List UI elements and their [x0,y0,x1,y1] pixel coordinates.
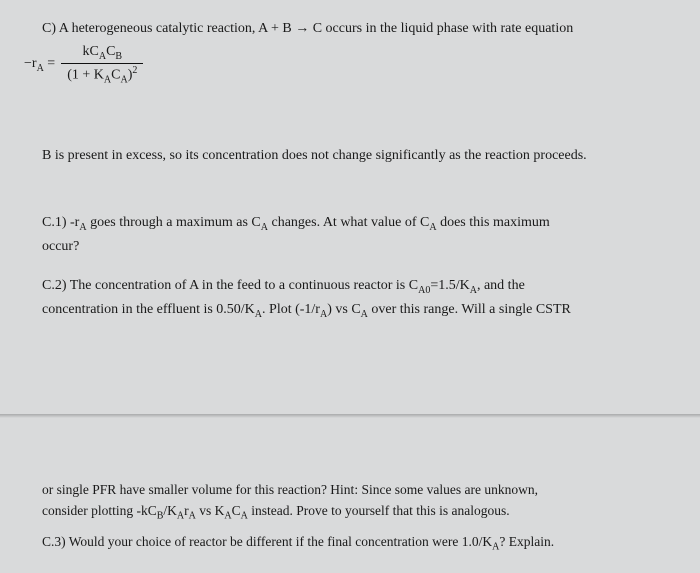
bottom-continuation: or single PFR have smaller volume for th… [42,480,664,555]
rate-equation: −rA = kCACB (1 + KACA)2 [42,43,676,86]
rate-numerator: kCACB [76,43,128,63]
lhs-text: −r [24,56,37,71]
c1-d: does this maximum [437,215,550,230]
den-open: (1 + K [67,67,104,82]
lhs-sub: A [37,63,44,74]
c1-sub3: A [429,222,436,233]
c3-b: ? Explain. [499,534,554,549]
den-power: 2 [132,65,137,76]
question-c3: C.3) Would your choice of reactor be dif… [42,532,664,555]
bot-2b: /K [163,503,177,518]
page-fold-shadow [0,414,700,418]
c1-sub2: A [261,222,268,233]
c1-b: goes through a maximum as C [87,215,261,230]
bot-2d: vs K [196,503,225,518]
excess-text: B is present in excess, so its concentra… [42,148,587,163]
c2-sub-ka: A [470,285,477,296]
scanned-page: C) A heterogeneous catalytic reaction, A… [0,0,700,322]
num-subB: B [115,51,122,62]
num-C: C [106,44,115,59]
c1-a: C.1) -r [42,215,79,230]
bot-sub-a2: A [189,510,196,521]
bot-sub-a4: A [241,510,248,521]
c1-c: changes. At what value of C [268,215,429,230]
c2-sub-a0: A0 [418,285,430,296]
c2-1a: C.2) The concentration of A in the feed … [42,278,418,293]
rate-lhs: −rA = [24,56,61,74]
bot-2a: consider plotting -kC [42,503,157,518]
c2-2c: ) vs C [327,302,360,317]
bot-2f: instead. Prove to yourself that this is … [248,503,510,518]
c2-1b: =1.5/K [430,278,469,293]
eq-sign: = [44,56,55,71]
rate-fraction: kCACB (1 + KACA)2 [61,43,143,86]
c2-2d: over this range. Will a single CSTR [368,302,571,317]
c1-line2: occur? [42,239,79,254]
question-c1: C.1) -rA goes through a maximum as CA ch… [42,212,676,257]
excess-note: B is present in excess, so its concentra… [42,148,676,164]
c2-2a: concentration in the effluent is 0.50/K [42,302,255,317]
den-subA2: A [120,74,127,85]
rate-denominator: (1 + KACA)2 [61,64,143,86]
header-text: C) A heterogeneous catalytic reaction, A… [42,21,573,36]
c3-a: C.3) Would your choice of reactor be dif… [42,534,492,549]
c2-sub-ka2: A [255,308,262,319]
bot-sub-a3: A [224,510,231,521]
num-subA: A [99,51,106,62]
problem-c-header: C) A heterogeneous catalytic reaction, A… [42,18,676,39]
c1-sub1: A [79,222,86,233]
question-c2: C.2) The concentration of A in the feed … [42,275,676,322]
bot-1: or single PFR have smaller volume for th… [42,482,538,497]
num-k: kC [82,44,98,59]
c2-sub-ca: A [361,308,368,319]
bot-2e: C [232,503,241,518]
c2-2b: . Plot (-1/r [262,302,320,317]
c2-1c: , and the [477,278,525,293]
